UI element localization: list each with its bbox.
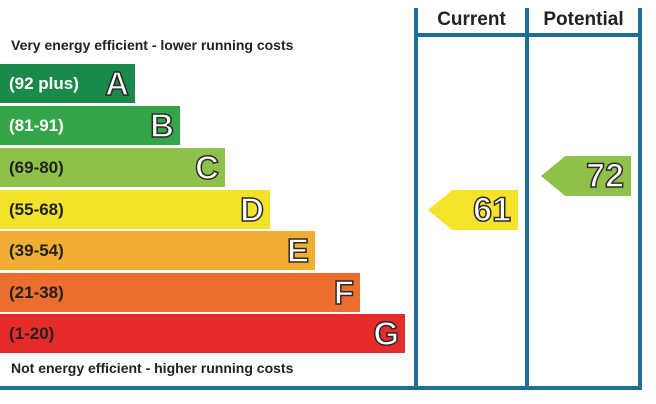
- current-rating-value: 61: [472, 190, 511, 230]
- potential-rating-value: 72: [585, 156, 624, 196]
- band-e-range: (39-54): [9, 241, 64, 260]
- band-g-range: (1-20): [9, 324, 55, 343]
- band-e-letter: E: [286, 231, 310, 270]
- potential-rating-arrow: 72: [541, 156, 631, 196]
- band-a-letter: A: [104, 64, 129, 103]
- band-e: (39-54) E: [0, 231, 315, 270]
- band-f: (21-38) F: [0, 273, 360, 312]
- band-b-letter: B: [149, 106, 174, 145]
- bottom-caption: Not energy efficient - higher running co…: [11, 360, 294, 376]
- band-g: (1-20) G: [0, 314, 405, 353]
- header-divider: [414, 33, 642, 37]
- band-f-range: (21-38): [9, 283, 64, 302]
- band-d-range: (55-68): [9, 200, 64, 219]
- band-c: (69-80) C: [0, 148, 225, 187]
- frame-line-middle: [525, 8, 529, 390]
- potential-column-header: Potential: [543, 9, 624, 30]
- band-f-letter: F: [333, 273, 355, 312]
- frame-line-bottom: [0, 386, 642, 390]
- band-g-letter: G: [373, 314, 400, 353]
- frame-line-right: [638, 8, 642, 390]
- current-rating-arrow: 61: [428, 190, 518, 230]
- frame-line-left: [414, 8, 418, 390]
- band-c-range: (69-80): [9, 158, 64, 177]
- band-a: (92 plus) A: [0, 64, 135, 103]
- band-d-letter: D: [239, 190, 264, 229]
- top-caption: Very energy efficient - lower running co…: [11, 37, 294, 53]
- band-d: (55-68) D: [0, 190, 270, 229]
- band-b-range: (81-91): [9, 116, 64, 135]
- current-column-header: Current: [437, 9, 506, 30]
- band-a-range: (92 plus): [9, 74, 79, 93]
- band-b: (81-91) B: [0, 106, 180, 145]
- band-c-letter: C: [194, 148, 219, 187]
